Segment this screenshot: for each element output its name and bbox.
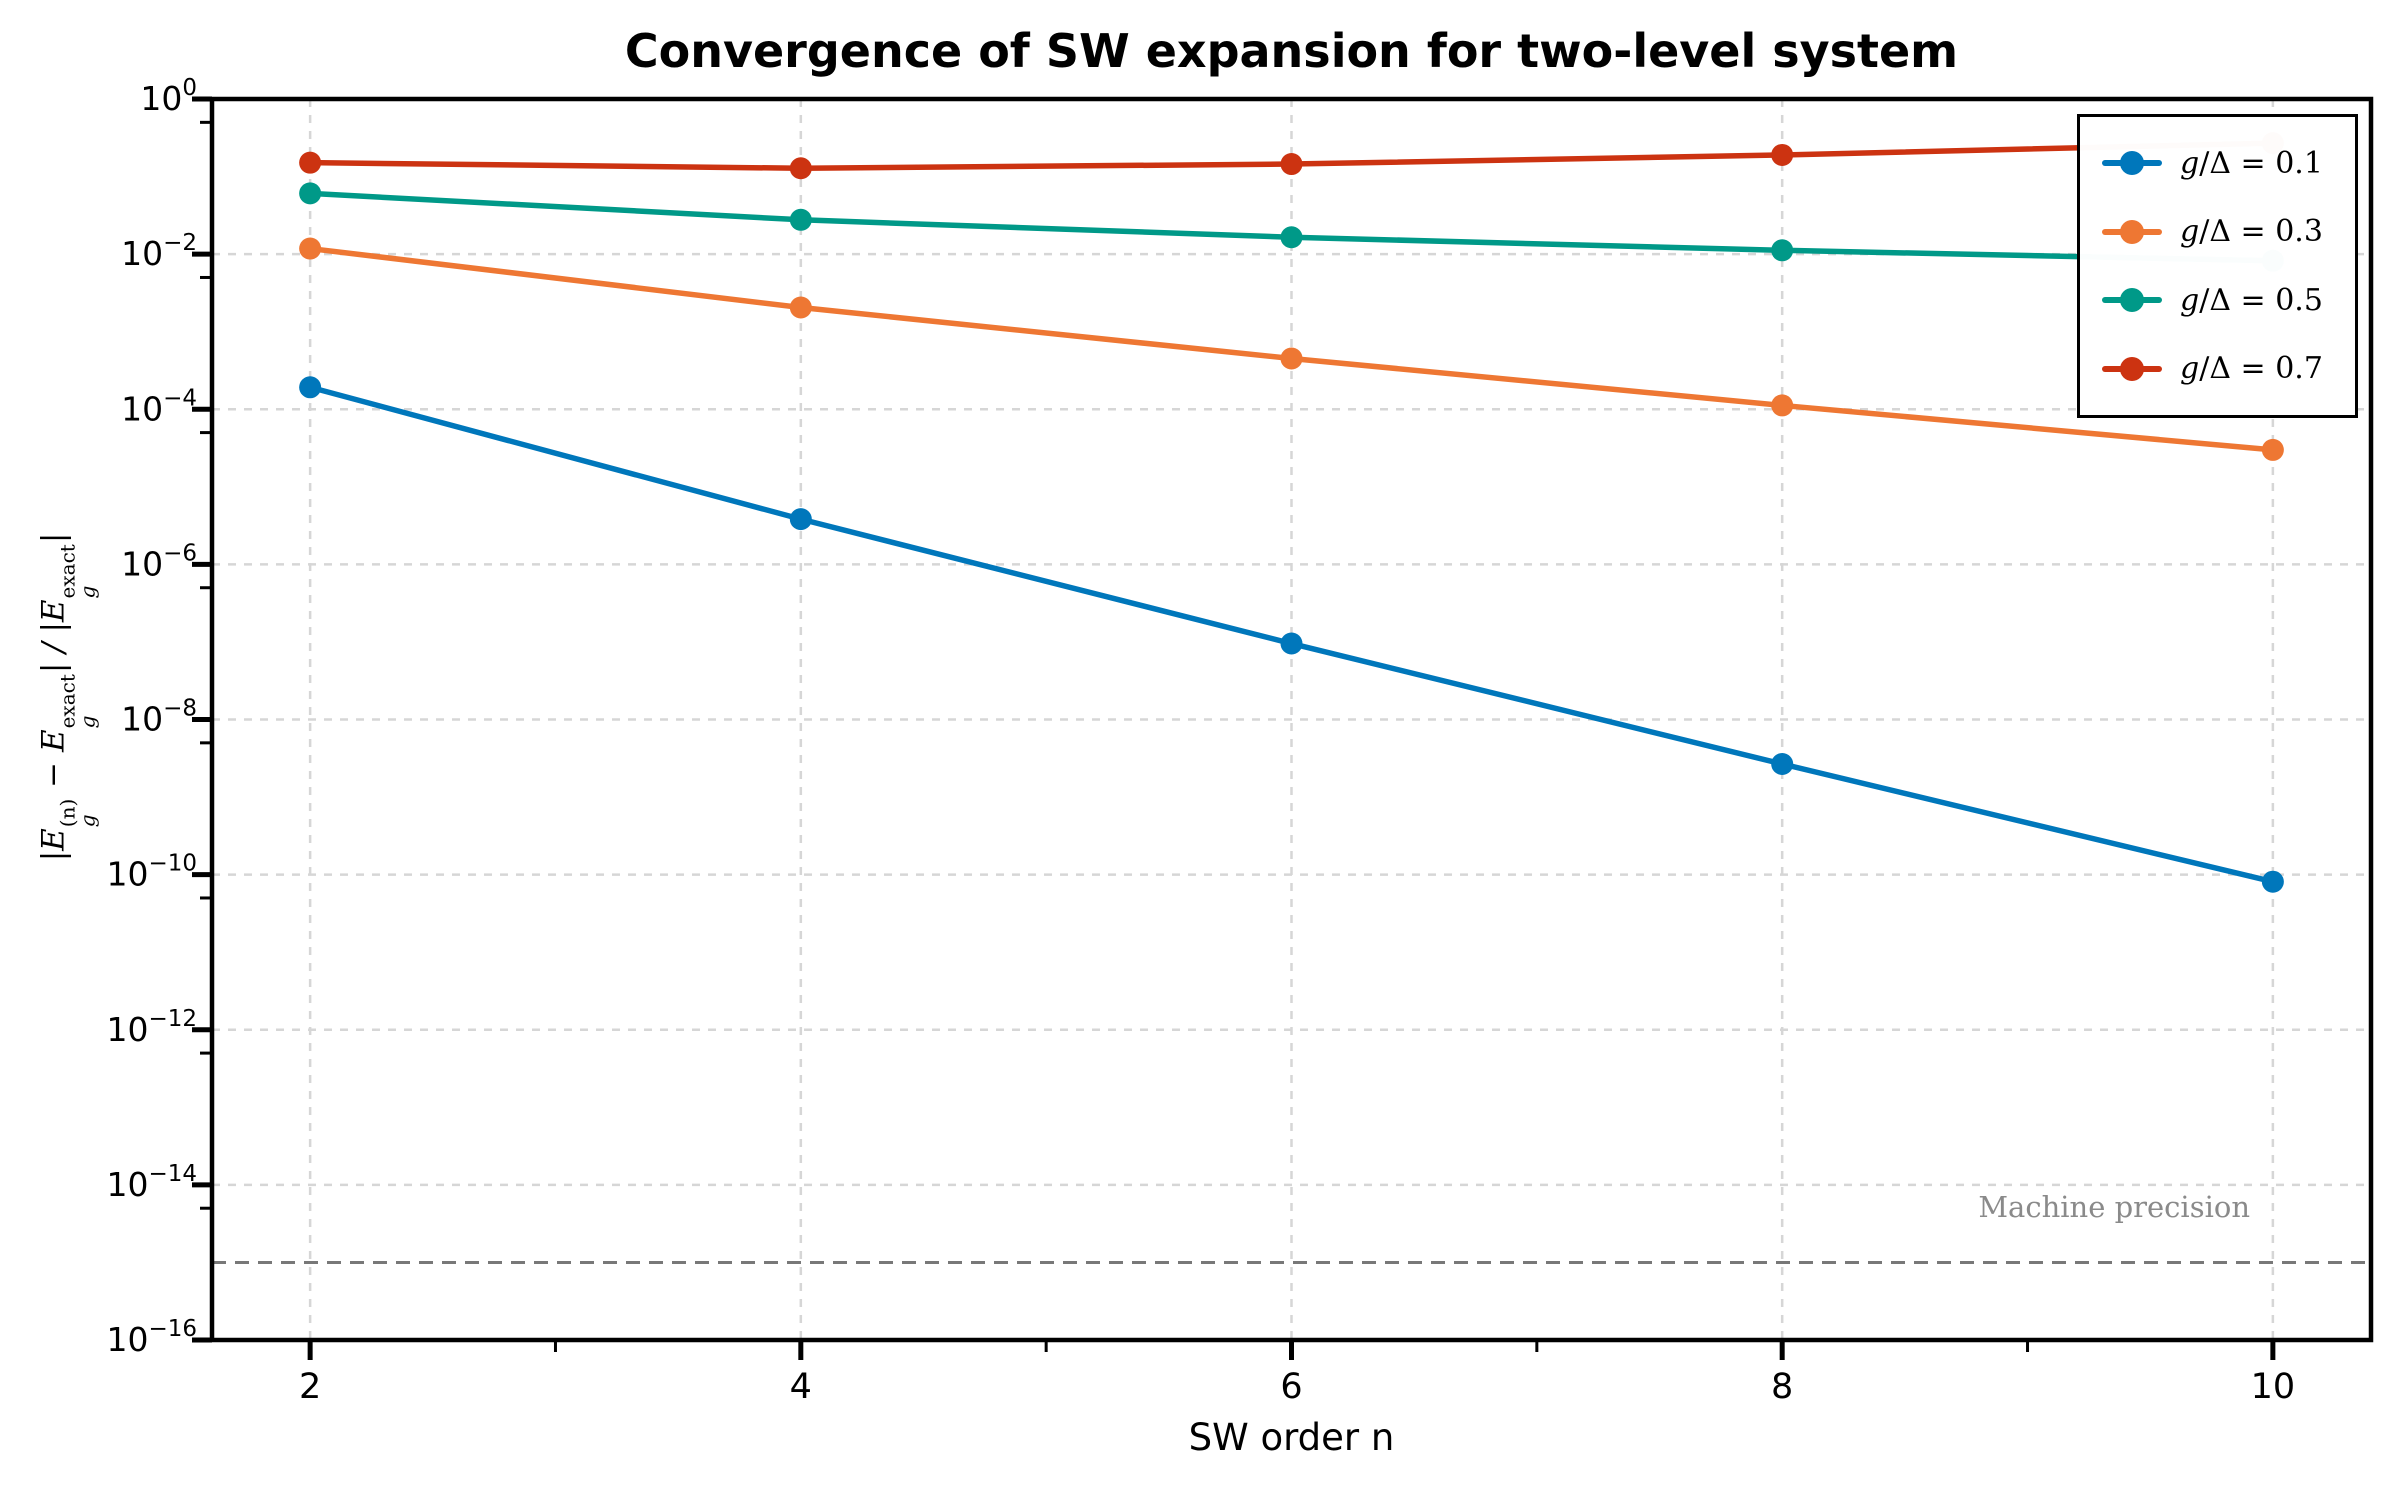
y-axis-label-script: exact g <box>55 674 100 729</box>
data-point-marker <box>1280 226 1303 249</box>
legend-label: g/Δ = 0.5 <box>2180 282 2323 318</box>
y-axis-label-text: | <box>35 532 72 544</box>
data-point-marker <box>789 296 812 319</box>
y-axis-label-text: | / |E <box>35 599 72 674</box>
legend-box: g/Δ = 0.1 g/Δ = 0.3 g/Δ = 0.5 g/Δ = 0.7 <box>2077 114 2358 418</box>
legend-label: g/Δ = 0.3 <box>2180 214 2323 250</box>
data-point-marker <box>789 157 812 180</box>
data-point-marker <box>1771 143 1794 166</box>
x-tick-label: 6 <box>1280 1367 1302 1407</box>
x-tick-label: 8 <box>1771 1367 1793 1407</box>
y-tick-label: 10−12 <box>106 1006 197 1049</box>
data-point-marker <box>1280 347 1303 370</box>
data-point-marker <box>1280 153 1303 176</box>
y-tick-label: 10−8 <box>121 696 197 739</box>
y-tick-label: 10−14 <box>106 1161 197 1204</box>
page-title: Convergence of SW expansion for two-leve… <box>624 24 1959 78</box>
legend-item: g/Δ = 0.7 <box>2102 351 2355 386</box>
machine-precision-label: Machine precision <box>1978 1190 2250 1224</box>
legend-marker-icon <box>2102 297 2162 304</box>
legend-item: g/Δ = 0.1 <box>2102 146 2355 181</box>
y-axis-label-text: − E <box>35 729 72 798</box>
data-point-marker <box>1771 752 1794 775</box>
legend-marker-icon <box>2102 160 2162 167</box>
y-tick-label: 10−6 <box>121 540 197 583</box>
legend-item: g/Δ = 0.5 <box>2102 283 2355 318</box>
data-point-marker <box>299 376 322 399</box>
legend-label: g/Δ = 0.7 <box>2180 351 2323 387</box>
y-tick-label: 10−16 <box>106 1316 197 1359</box>
y-axis-label-script: exact g <box>55 544 100 599</box>
data-point-marker <box>299 151 322 174</box>
data-point-marker <box>789 508 812 531</box>
x-tick-label: 2 <box>299 1367 321 1407</box>
legend-marker-icon <box>2102 228 2162 235</box>
legend-item: g/Δ = 0.3 <box>2102 214 2355 249</box>
y-tick-label: 10−2 <box>121 230 197 273</box>
data-point-marker <box>2261 438 2284 461</box>
y-tick-label: 10−10 <box>106 851 197 894</box>
y-axis-label-text: |E <box>35 828 72 862</box>
data-point-marker <box>299 182 322 205</box>
y-tick-label: 100 <box>140 75 197 118</box>
legend-marker-icon <box>2102 365 2162 372</box>
data-point-marker <box>1280 632 1303 655</box>
data-point-marker <box>1771 239 1794 262</box>
data-point-marker <box>1771 394 1794 417</box>
data-point-marker <box>2261 870 2284 893</box>
x-tick-label: 10 <box>2251 1367 2296 1407</box>
data-point-marker <box>299 237 322 260</box>
y-tick-label: 10−4 <box>121 385 197 428</box>
legend-label: g/Δ = 0.1 <box>2180 145 2323 181</box>
y-axis-label-script: (n) g <box>55 798 100 828</box>
data-point-marker <box>789 208 812 231</box>
x-axis-label: SW order n <box>1188 1416 1395 1459</box>
x-tick-label: 4 <box>790 1367 812 1407</box>
